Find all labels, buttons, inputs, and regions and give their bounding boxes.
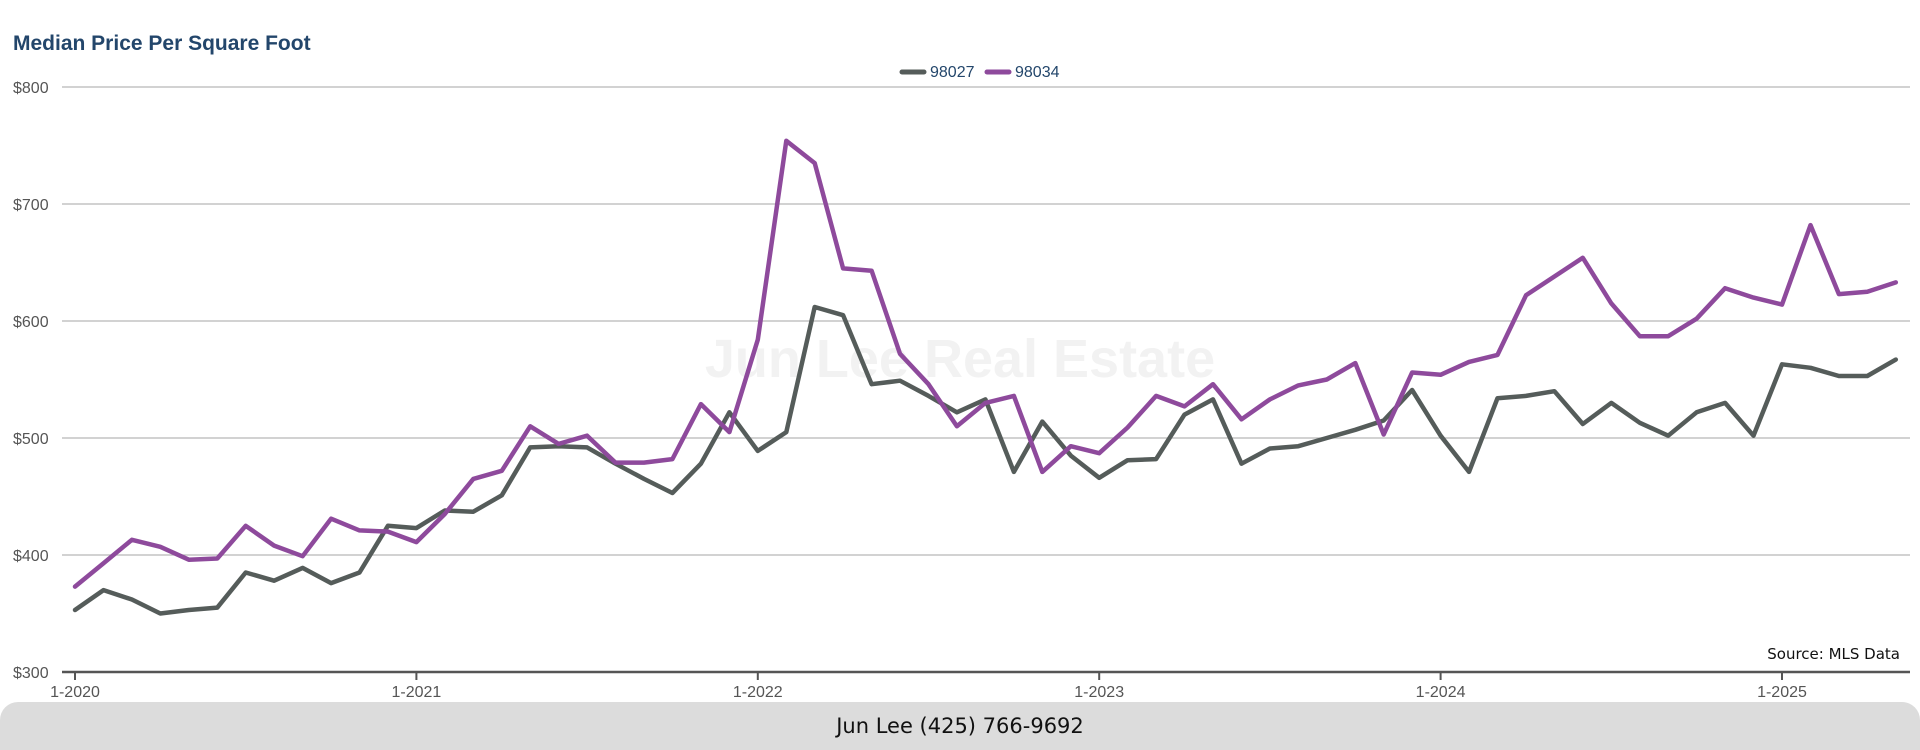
contact-text: Jun Lee (425) 766-9692: [836, 714, 1084, 738]
y-tick-label: $800: [13, 80, 49, 97]
x-tick-label: 1-2025: [1757, 684, 1807, 701]
chart-title: Median Price Per Square Foot: [13, 32, 311, 55]
series-line-98027: [72, 304, 1899, 616]
y-tick-label: $600: [13, 314, 49, 331]
source-note: Source: MLS Data: [1767, 645, 1900, 663]
x-tick-label: 1-2020: [50, 684, 100, 701]
watermark-text: Jun Lee Real Estate: [705, 329, 1215, 389]
series-line-98034: [72, 138, 1899, 589]
legend-label-98027: 98027: [930, 64, 975, 81]
x-tick-label: 1-2022: [733, 684, 783, 701]
y-tick-label: $300: [13, 665, 49, 682]
y-tick-label: $500: [13, 431, 49, 448]
x-tick-label: 1-2023: [1074, 684, 1124, 701]
legend-label-98034: 98034: [1015, 64, 1060, 81]
contact-footer: Jun Lee (425) 766-9692: [0, 702, 1920, 750]
y-tick-label: $400: [13, 548, 49, 565]
y-tick-label: $700: [13, 197, 49, 214]
x-tick-label: 1-2024: [1416, 684, 1466, 701]
x-tick-label: 1-2021: [391, 684, 441, 701]
